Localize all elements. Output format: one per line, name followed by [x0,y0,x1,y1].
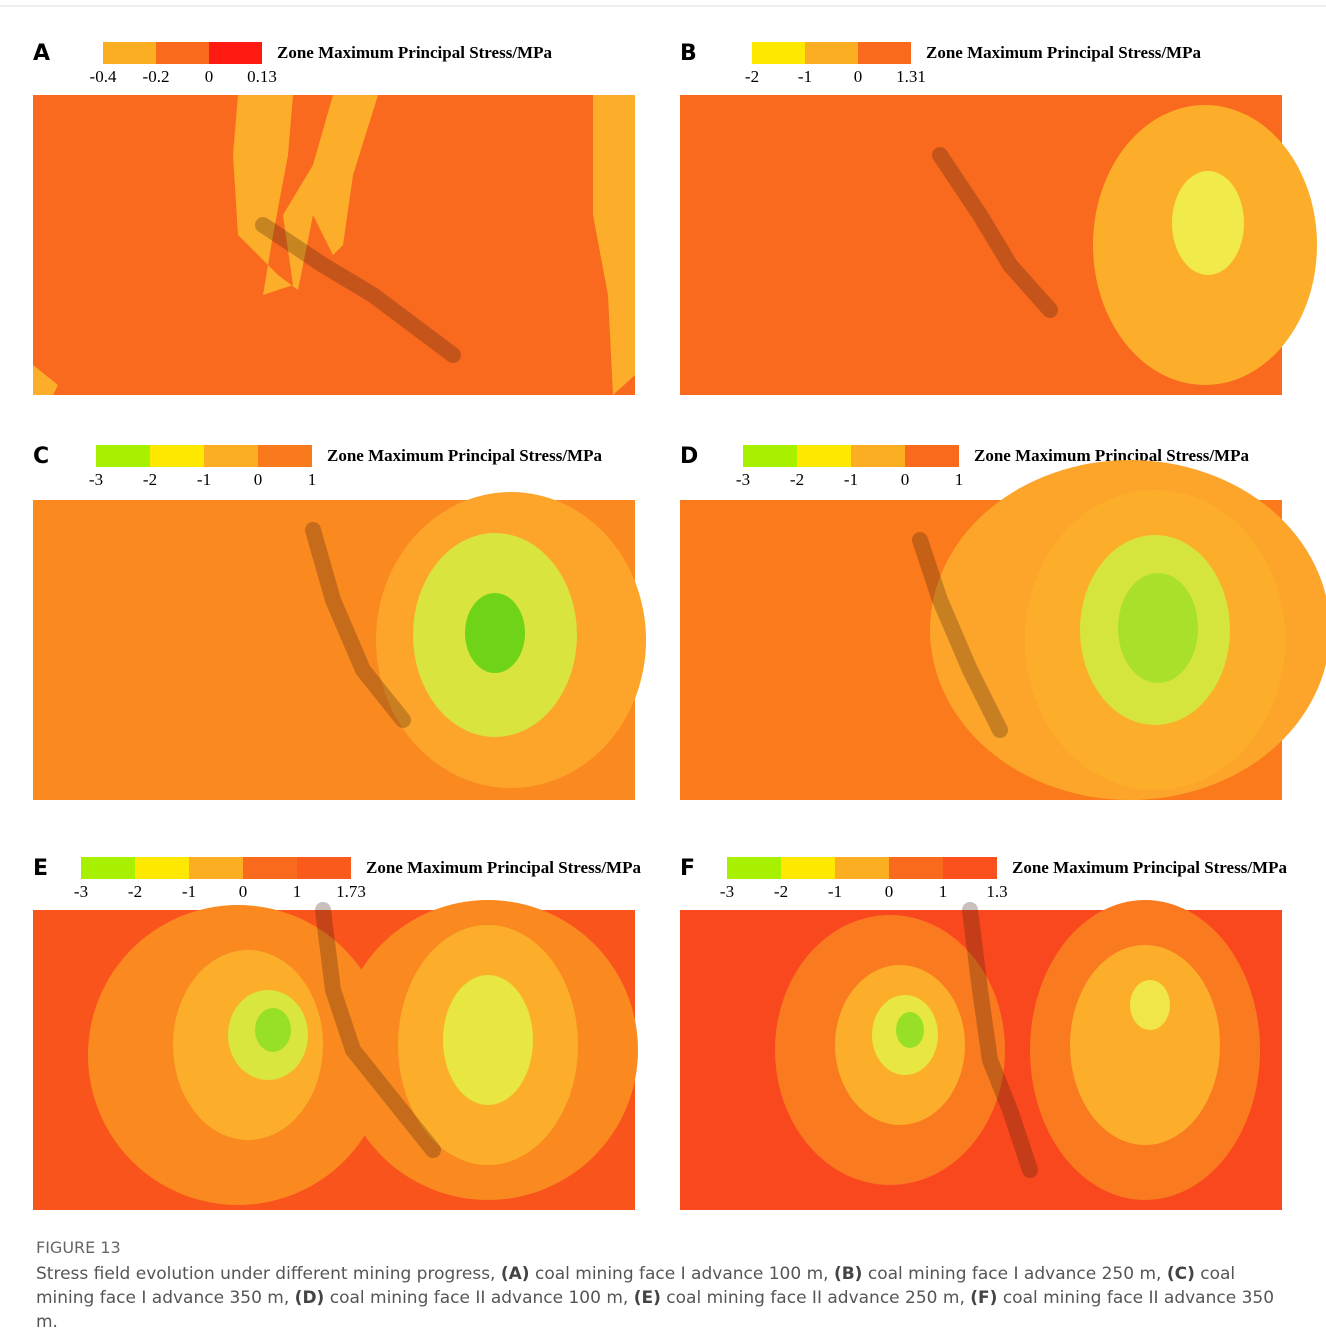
legend-tick: 1 [293,882,302,901]
legend-tick: 1.73 [336,882,366,901]
legend-tick: -2 [128,882,142,901]
legend-swatch [752,42,805,64]
caption: FIGURE 13 Stress field evolution under d… [36,1236,1286,1334]
legend-swatch [835,857,889,879]
caption-segment: coal mining face II advance 250 m, [661,1288,970,1308]
legend-swatch [797,445,851,467]
contour-zone [443,975,533,1105]
contour-zone [465,593,525,673]
contour-zone [1070,945,1220,1145]
legend-swatch [258,445,312,467]
legend-tick: -0.2 [143,67,170,86]
stress-contour [33,492,646,800]
caption-ref: (A) [501,1264,530,1284]
legend-tick: -1 [844,470,858,489]
legend-swatch [905,445,959,467]
legend-title: Zone Maximum Principal Stress/MPa [327,446,602,465]
caption-segment: coal mining face I advance 100 m, [530,1264,834,1284]
legend-tick: -1 [197,470,211,489]
panel-label: D [680,444,698,469]
legend-swatch [96,445,150,467]
legend-tick: -3 [736,470,750,489]
contour-zone [1130,980,1170,1030]
legend-tick: -2 [774,882,788,901]
legend-swatch [209,42,262,64]
legend-swatch [156,42,209,64]
caption-ref: (E) [634,1288,661,1308]
legend-tick: -1 [798,67,812,86]
legend-tick: -1 [182,882,196,901]
legend-tick: -2 [745,67,759,86]
contour-zone [1172,171,1244,275]
legend-tick: -3 [74,882,88,901]
contour-zone [896,1012,924,1048]
legend-swatch [243,857,297,879]
legend-swatch [103,42,156,64]
caption-ref: (C) [1167,1264,1195,1284]
legend-swatch [204,445,258,467]
page: A Zone Maximum Principal Stress/MPa -0.4 -0… [0,0,1326,1327]
legend-swatch [858,42,911,64]
legend-swatch [943,857,997,879]
caption-segment: coal mining face I advance 250 m, [862,1264,1166,1284]
legend-swatch [81,857,135,879]
panel-label: B [680,41,697,66]
stress-contour [680,460,1326,800]
legend-swatch [189,857,243,879]
panel-label: F [680,856,695,881]
legend-title: Zone Maximum Principal Stress/MPa [926,43,1201,62]
legend-swatch [727,857,781,879]
caption-text: Stress field evolution under different m… [36,1262,1286,1334]
legend-swatch [135,857,189,879]
legend-tick: -3 [89,470,103,489]
legend-swatch [851,445,905,467]
panel-label: C [33,444,49,469]
legend-tick: -2 [790,470,804,489]
legend-tick: 1 [939,882,948,901]
legend-tick: -2 [143,470,157,489]
stress-contour [33,95,635,395]
caption-ref: (F) [970,1288,997,1308]
legend-tick: 0 [854,67,863,86]
legend-tick: 0 [254,470,263,489]
legend-title: Zone Maximum Principal Stress/MPa [277,43,552,62]
stress-contour [680,900,1282,1210]
panel-label: A [33,41,50,66]
legend-swatch [743,445,797,467]
legend-tick: 0.13 [247,67,277,86]
legend-swatch [805,42,858,64]
legend-swatch [889,857,943,879]
contour-zone [1118,573,1198,683]
legend-tick: 0 [901,470,910,489]
legend-tick: -3 [720,882,734,901]
caption-segment: coal mining face II advance 100 m, [324,1288,633,1308]
legend-title: Zone Maximum Principal Stress/MPa [366,858,641,877]
contour-zone [255,1008,291,1052]
legend-swatch [781,857,835,879]
figure: A Zone Maximum Principal Stress/MPa -0.4 -0… [0,0,1326,1225]
legend-tick: 1 [955,470,964,489]
legend-tick: 0 [239,882,248,901]
caption-ref: (D) [295,1288,325,1308]
legend-tick: 1.3 [986,882,1007,901]
panel-label: E [33,856,48,881]
legend-tick: -0.4 [90,67,117,86]
caption-segment: Stress field evolution under different m… [36,1264,501,1284]
legend-swatch [150,445,204,467]
caption-label: FIGURE 13 [36,1236,1286,1260]
legend-tick: -1 [828,882,842,901]
caption-ref: (B) [834,1264,863,1284]
legend-tick: 1.31 [896,67,926,86]
legend-tick: 0 [205,67,214,86]
legend-title: Zone Maximum Principal Stress/MPa [1012,858,1287,877]
stress-contour [680,95,1317,395]
legend-swatch [297,857,351,879]
stress-contour [33,900,638,1210]
legend-tick: 1 [308,470,317,489]
legend-tick: 0 [885,882,894,901]
